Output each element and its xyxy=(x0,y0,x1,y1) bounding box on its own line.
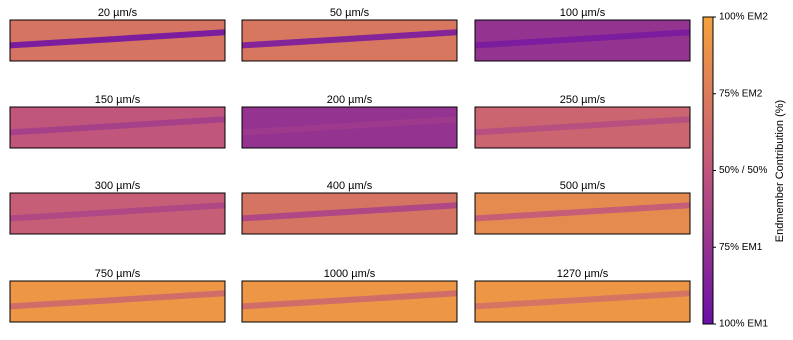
colorbar-label: Endmember Contribution (%) xyxy=(774,100,786,242)
panel-title: 100 µm/s xyxy=(560,7,606,19)
panel-title: 1000 µm/s xyxy=(324,268,376,280)
panel-title: 150 µm/s xyxy=(95,94,141,106)
panel-frame xyxy=(241,19,458,62)
panel-track xyxy=(241,116,458,136)
panel-track xyxy=(9,290,226,310)
panel-track xyxy=(9,202,226,222)
panel-track xyxy=(474,116,691,136)
panel-title: 200 µm/s xyxy=(327,94,373,106)
panel-frame xyxy=(474,19,691,62)
panel-frame xyxy=(474,192,691,235)
panel-frame xyxy=(241,192,458,235)
panel-title: 250 µm/s xyxy=(560,94,606,106)
panel-title: 1270 µm/s xyxy=(557,268,609,280)
panel-track xyxy=(241,29,458,49)
colorbar-tick-label: 75% EM2 xyxy=(719,88,763,99)
colorbar xyxy=(702,16,714,325)
panel-frame xyxy=(9,106,226,149)
panel-track xyxy=(474,290,691,310)
panel-title: 500 µm/s xyxy=(560,180,606,192)
panel-frame xyxy=(241,106,458,149)
colorbar-tick-label: 75% EM1 xyxy=(719,242,763,253)
panel-title: 50 µm/s xyxy=(330,7,370,19)
panel-track xyxy=(241,290,458,310)
colorbar-tick-label: 50% / 50% xyxy=(719,165,767,176)
panel-frame xyxy=(9,280,226,323)
panel-track xyxy=(9,116,226,136)
colorbar-tick-label: 100% EM1 xyxy=(719,319,768,330)
panel-title: 20 µm/s xyxy=(98,7,138,19)
panel-frame xyxy=(474,280,691,323)
panel-track xyxy=(474,202,691,222)
panel-title: 300 µm/s xyxy=(95,180,141,192)
panel-track xyxy=(241,202,458,222)
panel-title: 400 µm/s xyxy=(327,180,373,192)
colorbar-tick-label: 100% EM2 xyxy=(719,12,768,23)
panel-title: 750 µm/s xyxy=(95,268,141,280)
panel-frame xyxy=(474,106,691,149)
panel-frame xyxy=(9,19,226,62)
panel-track xyxy=(9,29,226,49)
panel-frame xyxy=(241,280,458,323)
panel-frame xyxy=(9,192,226,235)
panel-track xyxy=(474,29,691,49)
